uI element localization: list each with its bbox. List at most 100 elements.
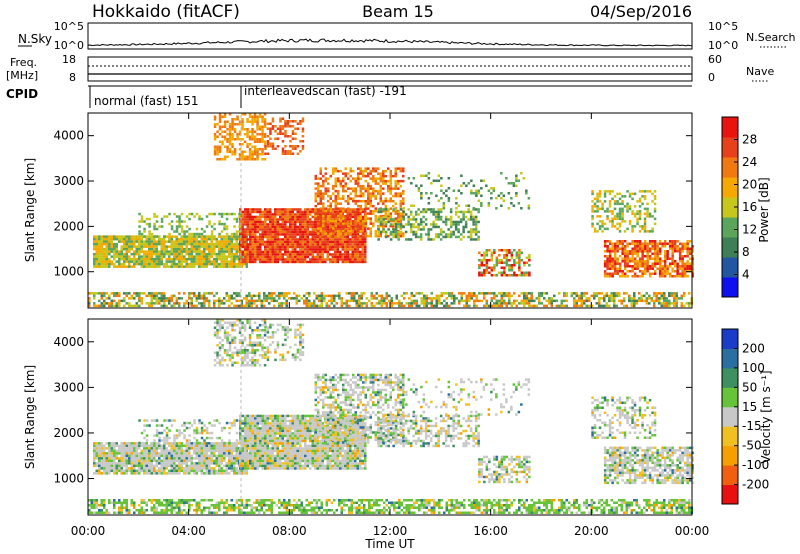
heatmap-cell bbox=[241, 150, 244, 153]
heatmap-cell bbox=[377, 210, 380, 214]
heatmap-cell bbox=[208, 237, 211, 241]
heatmap-cell bbox=[178, 260, 181, 263]
heatmap-cell bbox=[195, 260, 198, 263]
heatmap-cell bbox=[331, 243, 334, 246]
heatmap-cell bbox=[671, 275, 674, 278]
heatmap-cell bbox=[389, 224, 392, 228]
heatmap-cell bbox=[508, 251, 511, 254]
heatmap-cell bbox=[115, 472, 118, 475]
heatmap-cell bbox=[344, 228, 347, 231]
heatmap-cell bbox=[245, 299, 248, 303]
heatmap-cell bbox=[130, 237, 133, 241]
heatmap-cell bbox=[653, 202, 657, 206]
heatmap-cell bbox=[596, 222, 599, 226]
heatmap-cell bbox=[410, 304, 413, 308]
heatmap-cell bbox=[377, 208, 380, 211]
heatmap-cell bbox=[505, 294, 508, 298]
heatmap-cell bbox=[650, 297, 653, 300]
heatmap-cell bbox=[369, 232, 372, 235]
heatmap-cell bbox=[606, 217, 609, 221]
heatmap-cell bbox=[417, 208, 420, 211]
heatmap-cell bbox=[296, 127, 300, 130]
heatmap-cell bbox=[518, 256, 521, 259]
heatmap-cell bbox=[363, 302, 366, 305]
heatmap-cell bbox=[424, 210, 428, 214]
heatmap-cell bbox=[372, 177, 375, 180]
heatmap-cell bbox=[200, 227, 204, 231]
heatmap-cell bbox=[365, 304, 368, 308]
heatmap-cell bbox=[605, 304, 608, 308]
heatmap-cell bbox=[241, 258, 244, 261]
heatmap-cell bbox=[220, 245, 223, 248]
heatmap-cell bbox=[430, 304, 433, 308]
heatmap-cell bbox=[314, 235, 317, 239]
heatmap-cell bbox=[402, 210, 405, 214]
nsearch-label: N.Search bbox=[746, 31, 796, 44]
heatmap-cell bbox=[291, 208, 294, 211]
heatmap-cell bbox=[591, 210, 594, 213]
heatmap-cell bbox=[633, 252, 637, 255]
heatmap-cell bbox=[263, 140, 267, 143]
heatmap-cell bbox=[113, 299, 116, 303]
heatmap-cell bbox=[173, 230, 176, 233]
heatmap-cell bbox=[365, 297, 368, 300]
heatmap-cell bbox=[483, 274, 486, 277]
heatmap-cell bbox=[334, 228, 337, 231]
heatmap-cell bbox=[402, 169, 405, 173]
heatmap-cell bbox=[286, 255, 289, 259]
heatmap-cell bbox=[100, 297, 103, 300]
heatmap-cell bbox=[220, 212, 224, 216]
heatmap-cell bbox=[306, 225, 309, 229]
heatmap-cell bbox=[241, 155, 244, 158]
heatmap-cell bbox=[291, 152, 295, 155]
heatmap-cell bbox=[621, 217, 624, 221]
heatmap-cell bbox=[528, 256, 531, 259]
heatmap-cell bbox=[93, 464, 96, 468]
heatmap-cell bbox=[248, 115, 252, 118]
heatmap-cell bbox=[326, 208, 329, 211]
heatmap-cell bbox=[286, 250, 289, 254]
heatmap-cell bbox=[364, 207, 367, 210]
heatmap-cell bbox=[653, 222, 657, 226]
heatmap-cell bbox=[394, 174, 397, 178]
heatmap-cell bbox=[220, 302, 223, 305]
heatmap-cell bbox=[327, 234, 330, 238]
heatmap-cell bbox=[190, 292, 193, 295]
heatmap-cell bbox=[608, 265, 612, 268]
heatmap-cell bbox=[256, 125, 259, 128]
heatmap-cell bbox=[218, 158, 222, 161]
heatmap-cell bbox=[261, 120, 264, 123]
heatmap-cell bbox=[228, 150, 232, 153]
heatmap-cell bbox=[264, 253, 267, 256]
heatmap-cell bbox=[643, 265, 647, 268]
heatmap-cell bbox=[322, 192, 325, 195]
heatmap-cell bbox=[286, 122, 290, 125]
heatmap-cell bbox=[170, 304, 173, 308]
heatmap-cell bbox=[173, 265, 176, 268]
heatmap-cell bbox=[153, 260, 156, 263]
heatmap-cell bbox=[329, 228, 332, 231]
heatmap-cell bbox=[339, 202, 342, 205]
heatmap-cell bbox=[593, 205, 597, 208]
heatmap-cell bbox=[274, 245, 277, 249]
heatmap-cell bbox=[613, 299, 616, 303]
heatmap-cell bbox=[115, 245, 118, 248]
heatmap-cell bbox=[283, 294, 286, 298]
heatmap-cell bbox=[178, 252, 181, 256]
heatmap-cell bbox=[276, 230, 279, 234]
heatmap-cell bbox=[95, 257, 98, 261]
heatmap-cell bbox=[235, 220, 239, 223]
heatmap-cell bbox=[205, 255, 208, 258]
heatmap-cell bbox=[500, 261, 504, 264]
heatmap-cell bbox=[233, 297, 236, 300]
heatmap-cell bbox=[203, 265, 206, 268]
heatmap-cell bbox=[691, 267, 694, 270]
heatmap-cell bbox=[239, 233, 242, 236]
colorbar-tick-label: 12 bbox=[742, 223, 757, 237]
heatmap-cell bbox=[180, 230, 184, 233]
heatmap-cell bbox=[648, 212, 652, 216]
heatmap-cell bbox=[301, 210, 304, 214]
heatmap-cell bbox=[281, 253, 284, 256]
heatmap-cell bbox=[651, 240, 654, 243]
heatmap-cell bbox=[306, 223, 309, 226]
